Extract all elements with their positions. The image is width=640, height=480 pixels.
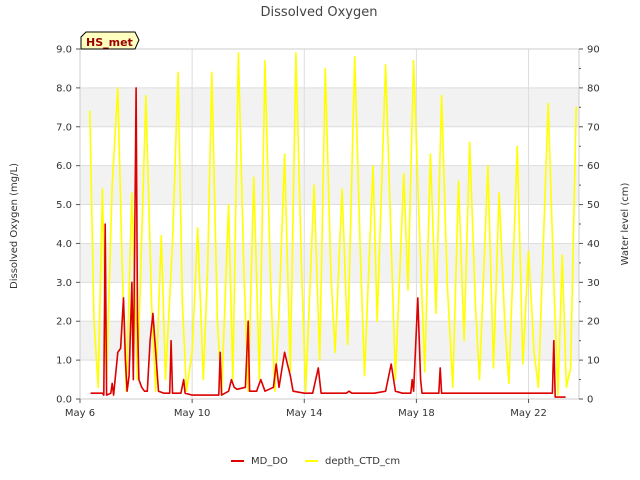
chart-title: Dissolved Oxygen [261,5,378,20]
x-tick-label: May 10 [174,408,211,419]
right-tick-label: 30 [587,278,600,289]
series-line-depth-ctd [89,52,577,396]
left-tick-label: 7.0 [56,122,72,133]
right-tick-label: 90 [587,45,600,56]
left-tick-label: 8.0 [56,83,72,94]
site-tag: HS_met [80,31,140,50]
right-tick-label: 80 [587,83,600,94]
right-tick-label: 40 [587,239,600,250]
legend: MD_DO depth_CTD_cm [231,456,400,467]
legend-label-depth: depth_CTD_cm [325,456,400,467]
left-tick-label: 0.0 [56,395,72,406]
left-tick-label: 5.0 [56,200,72,211]
x-tick-label: May 14 [286,408,323,419]
background-band [80,126,579,166]
left-tick-label: 3.0 [56,278,72,289]
x-tick-label: May 22 [510,408,547,419]
left-axis-ticks: 0.0 1.0 2.0 3.0 4.0 5.0 6.0 7.0 8.0 9.0 [56,45,80,406]
background-band [80,49,579,88]
right-tick-label: 70 [587,122,600,133]
right-axis-title: Water level (cm) [620,183,631,266]
right-axis-ticks: 0 10 20 30 40 50 60 70 80 90 [579,45,600,406]
right-tick-label: 0 [587,395,593,406]
series-layer [89,52,577,398]
left-tick-label: 9.0 [56,45,72,56]
left-tick-label: 6.0 [56,161,72,172]
x-tick-label: May 18 [398,408,435,419]
x-tick-label: May 6 [65,408,95,419]
background-band [80,87,579,127]
right-tick-label: 20 [587,317,600,328]
right-tick-label: 60 [587,161,600,172]
left-tick-label: 4.0 [56,239,72,250]
left-tick-label: 1.0 [56,356,72,367]
right-tick-label: 50 [587,200,600,211]
legend-label-md-do: MD_DO [251,456,288,467]
left-tick-label: 2.0 [56,317,72,328]
site-tag-label: HS_met [86,36,133,49]
series-line-md-do [90,87,566,398]
left-axis-title: Dissolved Oxygen (mg/L) [9,163,20,289]
background-band [80,321,579,361]
right-tick-label: 10 [587,356,600,367]
x-axis-ticks: May 6 May 10 May 14 May 18 May 22 [65,399,547,419]
